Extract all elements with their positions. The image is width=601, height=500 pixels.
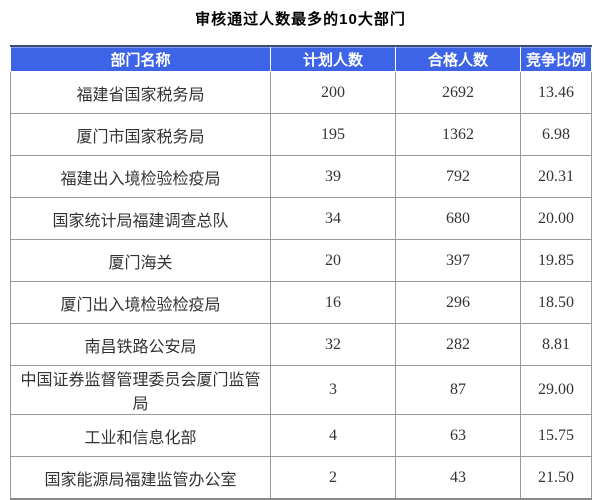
header-cell-planned-count: 计划人数 <box>270 45 396 72</box>
header-cell-competition-ratio: 竞争比例 <box>520 45 592 72</box>
competition-ratio-cell: 15.75 <box>520 414 592 457</box>
department-name-cell: 厦门出入境检验检疫局 <box>10 281 271 324</box>
qualified-count-cell: 2692 <box>395 71 521 114</box>
competition-ratio-cell: 21.50 <box>520 456 592 500</box>
table-row: 厦门海关 20 397 19.85 <box>10 239 592 282</box>
header-cell-qualified-count: 合格人数 <box>395 45 521 72</box>
planned-count-cell: 200 <box>270 71 396 114</box>
planned-count-cell: 34 <box>270 197 396 240</box>
planned-count-cell: 32 <box>270 323 396 366</box>
table-row: 中国证券监督管理委员会厦门监管局 3 87 29.00 <box>10 365 592 415</box>
competition-ratio-cell: 6.98 <box>520 113 592 156</box>
qualified-count-cell: 296 <box>395 281 521 324</box>
planned-count-cell: 3 <box>270 365 396 415</box>
table-header: 部门名称 计划人数 合格人数 竞争比例 <box>10 45 592 72</box>
qualified-count-cell: 397 <box>395 239 521 282</box>
table-row: 国家统计局福建调查总队 34 680 20.00 <box>10 197 592 240</box>
qualified-count-cell: 792 <box>395 155 521 198</box>
qualified-count-cell: 1362 <box>395 113 521 156</box>
department-name-cell: 国家能源局福建监管办公室 <box>10 456 271 500</box>
qualified-count-cell: 87 <box>395 365 521 415</box>
competition-ratio-cell: 19.85 <box>520 239 592 282</box>
table-row: 工业和信息化部 4 63 15.75 <box>10 414 592 457</box>
department-name-cell: 厦门海关 <box>10 239 271 282</box>
departments-table: 部门名称 计划人数 合格人数 竞争比例 福建省国家税务局 200 2692 13.46… <box>10 45 592 500</box>
department-name-cell: 国家统计局福建调查总队 <box>10 197 271 240</box>
planned-count-cell: 4 <box>270 414 396 457</box>
department-name-cell: 工业和信息化部 <box>10 414 271 457</box>
department-name-cell: 福建出入境检验检疫局 <box>10 155 271 198</box>
table-row: 国家能源局福建监管办公室 2 43 21.50 <box>10 456 592 500</box>
planned-count-cell: 16 <box>270 281 396 324</box>
competition-ratio-cell: 20.31 <box>520 155 592 198</box>
header-row: 部门名称 计划人数 合格人数 竞争比例 <box>10 45 592 72</box>
header-cell-department: 部门名称 <box>10 45 271 72</box>
competition-ratio-cell: 20.00 <box>520 197 592 240</box>
table-row: 福建省国家税务局 200 2692 13.46 <box>10 71 592 114</box>
planned-count-cell: 20 <box>270 239 396 282</box>
table-row: 福建出入境检验检疫局 39 792 20.31 <box>10 155 592 198</box>
qualified-count-cell: 43 <box>395 456 521 500</box>
qualified-count-cell: 680 <box>395 197 521 240</box>
table-row: 厦门出入境检验检疫局 16 296 18.50 <box>10 281 592 324</box>
table-row: 厦门市国家税务局 195 1362 6.98 <box>10 113 592 156</box>
department-name-cell: 南昌铁路公安局 <box>10 323 271 366</box>
planned-count-cell: 39 <box>270 155 396 198</box>
competition-ratio-cell: 18.50 <box>520 281 592 324</box>
qualified-count-cell: 282 <box>395 323 521 366</box>
qualified-count-cell: 63 <box>395 414 521 457</box>
planned-count-cell: 195 <box>270 113 396 156</box>
page-title: 审核通过人数最多的10大部门 <box>195 11 406 28</box>
competition-ratio-cell: 13.46 <box>520 71 592 114</box>
table-body: 福建省国家税务局 200 2692 13.46 厦门市国家税务局 195 1362 6.98 福… <box>10 71 592 500</box>
department-name-cell: 福建省国家税务局 <box>10 71 271 114</box>
planned-count-cell: 2 <box>270 456 396 500</box>
department-name-cell: 中国证券监督管理委员会厦门监管局 <box>10 365 271 415</box>
competition-ratio-cell: 8.81 <box>520 323 592 366</box>
competition-ratio-cell: 29.00 <box>520 365 592 415</box>
table-row: 南昌铁路公安局 32 282 8.81 <box>10 323 592 366</box>
department-name-cell: 厦门市国家税务局 <box>10 113 271 156</box>
